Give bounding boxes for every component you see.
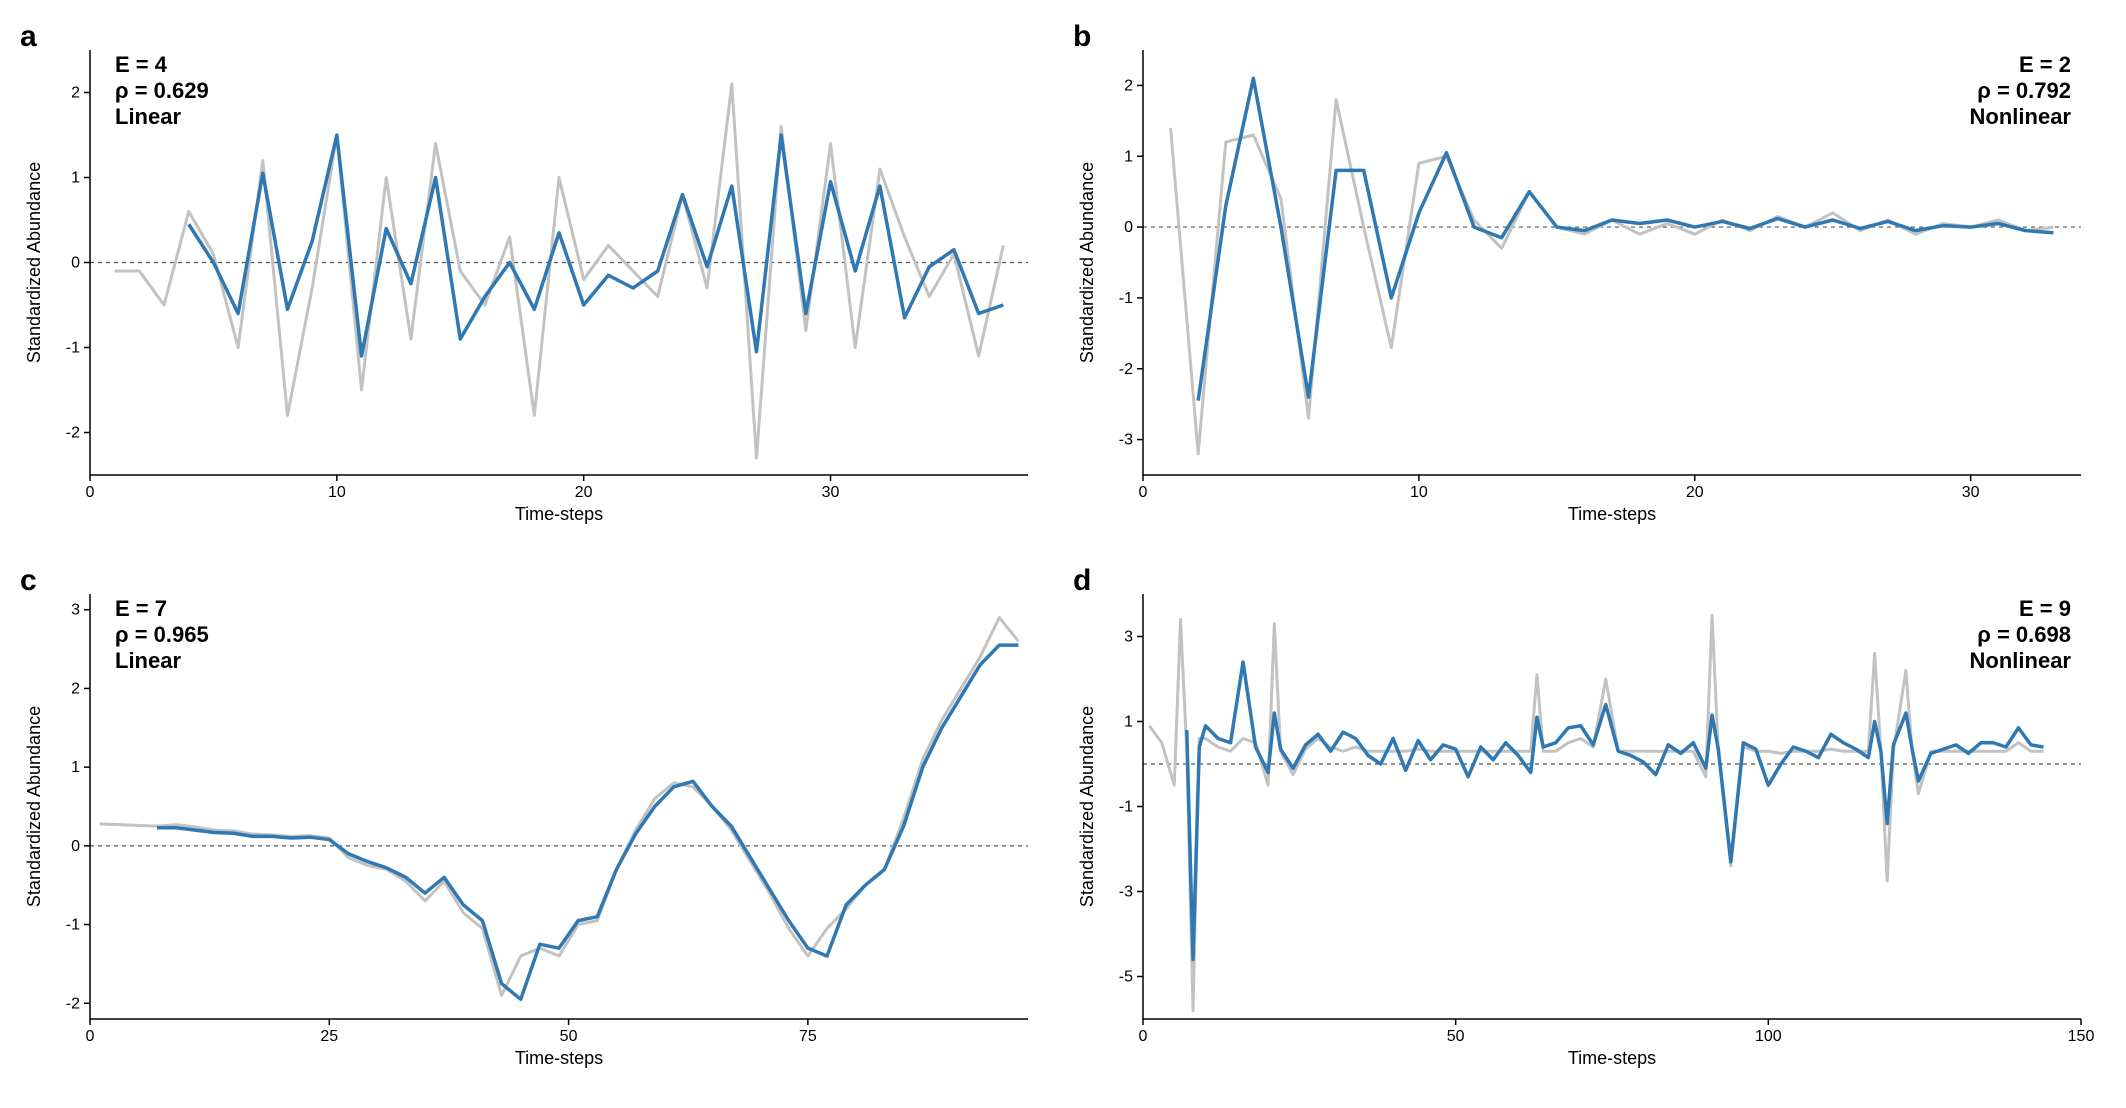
xlabel: Time-steps xyxy=(515,1048,603,1068)
svg-text:1: 1 xyxy=(71,759,80,776)
svg-text:100: 100 xyxy=(1755,1028,1782,1045)
annotation-2: Nonlinear xyxy=(1970,104,2072,129)
svg-text:-2: -2 xyxy=(1119,361,1133,378)
annotation-2: Linear xyxy=(115,648,181,673)
chart-a: -2-10120102030Time-stepsStandardized Abu… xyxy=(20,20,1043,530)
annotation-2: Nonlinear xyxy=(1970,648,2072,673)
svg-text:0: 0 xyxy=(71,838,80,855)
panel-letter-a: a xyxy=(20,20,37,54)
panel-letter-b: b xyxy=(1073,20,1091,54)
chart-grid: a -2-10120102030Time-stepsStandardized A… xyxy=(20,20,2106,1088)
panel-d: d -5 -3 -1 1 3 0 50 100 150 Time-steps Standardize… xyxy=(1073,564,2106,1088)
svg-text:20: 20 xyxy=(575,484,593,501)
svg-text:-3: -3 xyxy=(1119,884,1133,901)
series-gray xyxy=(1171,100,2054,454)
svg-text:3: 3 xyxy=(1124,629,1133,646)
svg-text:-3: -3 xyxy=(1119,432,1133,449)
svg-text:30: 30 xyxy=(1962,484,1980,501)
svg-text:10: 10 xyxy=(1410,484,1428,501)
annotation-2: Linear xyxy=(115,104,181,129)
svg-text:0: 0 xyxy=(71,255,80,272)
annotation-0: E = 2 xyxy=(2019,52,2071,77)
annotation-1: ρ = 0.965 xyxy=(115,622,209,647)
svg-text:2: 2 xyxy=(71,680,80,697)
series-blue xyxy=(1187,662,2044,960)
svg-text:0: 0 xyxy=(1139,1028,1148,1045)
svg-text:-1: -1 xyxy=(1119,290,1133,307)
svg-text:1: 1 xyxy=(1124,714,1133,731)
svg-text:10: 10 xyxy=(328,484,346,501)
svg-text:-1: -1 xyxy=(66,340,80,357)
svg-text:3: 3 xyxy=(71,602,80,619)
svg-text:50: 50 xyxy=(560,1028,578,1045)
annotation-1: ρ = 0.698 xyxy=(1977,622,2071,647)
svg-text:25: 25 xyxy=(320,1028,338,1045)
svg-text:1: 1 xyxy=(1124,148,1133,165)
svg-text:2: 2 xyxy=(1124,77,1133,94)
xlabel: Time-steps xyxy=(1568,1048,1656,1068)
panel-letter-c: c xyxy=(20,564,37,598)
annotation-0: E = 9 xyxy=(2019,596,2071,621)
ylabel: Standardized Abundance xyxy=(24,162,44,363)
xlabel: Time-steps xyxy=(1568,504,1656,524)
ylabel: Standardized Abundance xyxy=(1077,706,1097,907)
svg-text:2: 2 xyxy=(71,85,80,102)
ylabel: Standardized Abundance xyxy=(24,706,44,907)
annotation-1: ρ = 0.792 xyxy=(1977,78,2071,103)
xlabel: Time-steps xyxy=(515,504,603,524)
series-gray xyxy=(1149,615,2043,1010)
svg-text:0: 0 xyxy=(86,484,95,501)
svg-text:-2: -2 xyxy=(66,425,80,442)
svg-text:20: 20 xyxy=(1686,484,1704,501)
annotation-0: E = 7 xyxy=(115,596,167,621)
series-gray xyxy=(115,84,1004,458)
panel-letter-d: d xyxy=(1073,564,1091,598)
svg-text:-5: -5 xyxy=(1119,969,1133,986)
panel-b: b -3-2-10120102030Time-stepsStandardized… xyxy=(1073,20,2106,544)
annotation-0: E = 4 xyxy=(115,52,168,77)
svg-text:0: 0 xyxy=(1139,484,1148,501)
svg-text:150: 150 xyxy=(2068,1028,2095,1045)
panel-a: a -2-10120102030Time-stepsStandardized A… xyxy=(20,20,1053,544)
svg-text:75: 75 xyxy=(799,1028,817,1045)
series-gray xyxy=(100,618,1019,996)
svg-text:30: 30 xyxy=(822,484,840,501)
svg-text:-1: -1 xyxy=(1119,799,1133,816)
chart-b: -3-2-10120102030Time-stepsStandardized A… xyxy=(1073,20,2096,530)
svg-text:-2: -2 xyxy=(66,995,80,1012)
svg-text:1: 1 xyxy=(71,170,80,187)
annotation-1: ρ = 0.629 xyxy=(115,78,209,103)
svg-text:-1: -1 xyxy=(66,917,80,934)
panel-c: c -2 -1 0 1 2 3 0 25 50 75 Time-steps Standardized … xyxy=(20,564,1053,1088)
svg-text:0: 0 xyxy=(86,1028,95,1045)
series-blue xyxy=(1198,78,2053,400)
svg-text:50: 50 xyxy=(1447,1028,1465,1045)
series-blue xyxy=(157,645,1018,999)
chart-d: -5 -3 -1 1 3 0 50 100 150 Time-steps Standardized … xyxy=(1073,564,2096,1074)
ylabel: Standardized Abundance xyxy=(1077,162,1097,363)
chart-c: -2 -1 0 1 2 3 0 25 50 75 Time-steps Standardized Ab… xyxy=(20,564,1043,1074)
svg-text:0: 0 xyxy=(1124,219,1133,236)
